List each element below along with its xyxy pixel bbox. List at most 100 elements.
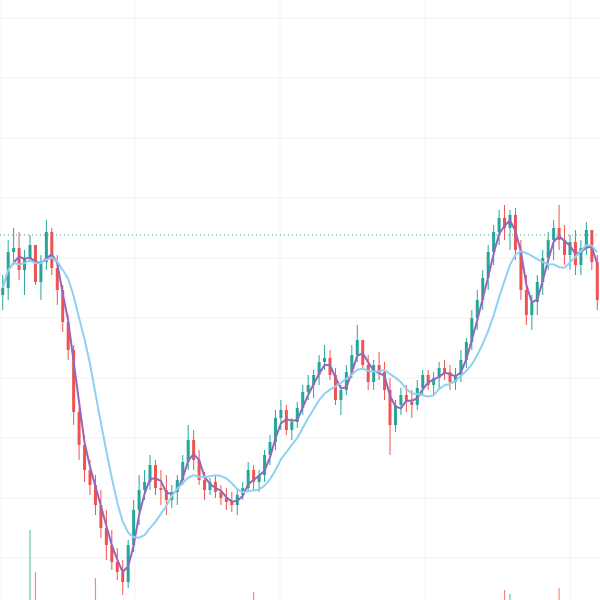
candle-body	[470, 318, 474, 342]
candle-body	[72, 350, 76, 412]
candle-body	[137, 490, 141, 510]
candle-body	[104, 528, 108, 545]
candle-body	[203, 480, 207, 490]
candle	[486, 245, 490, 290]
candle-body	[159, 488, 163, 490]
candle-body	[552, 228, 556, 240]
candle-body	[404, 395, 408, 402]
candle	[33, 245, 37, 285]
candle-body	[464, 342, 468, 360]
candle-body	[481, 278, 485, 300]
candle-body	[453, 375, 457, 382]
candle	[252, 465, 256, 490]
candle-body	[579, 248, 583, 265]
candle-body	[257, 475, 261, 482]
candle-body	[432, 378, 436, 385]
candle-body	[497, 218, 501, 232]
candle	[443, 360, 447, 380]
candle	[557, 205, 561, 250]
candle-body	[279, 410, 283, 418]
candle-body	[121, 572, 125, 582]
candle	[208, 478, 212, 495]
candle-body	[17, 248, 21, 270]
candle-body	[44, 232, 48, 262]
candle	[503, 205, 507, 240]
candle-body	[584, 230, 588, 248]
candle-body	[28, 245, 32, 258]
candle	[377, 352, 381, 380]
candle-body	[143, 482, 147, 490]
candle-body	[77, 412, 81, 445]
candle-body	[541, 258, 545, 282]
candle	[93, 475, 97, 515]
candle	[268, 435, 272, 465]
candle-body	[557, 228, 561, 240]
candle-body	[132, 510, 136, 545]
candle	[437, 362, 441, 388]
candle	[121, 560, 125, 595]
candle-body	[339, 390, 343, 400]
candle-body	[295, 408, 299, 422]
candle-body	[110, 545, 114, 562]
candle	[579, 240, 583, 275]
candle	[104, 510, 108, 560]
candle	[535, 275, 539, 315]
candle	[164, 475, 168, 515]
candle-body	[290, 422, 294, 430]
candle-body	[83, 445, 87, 470]
candle-body	[93, 485, 97, 505]
candle	[99, 490, 103, 538]
volume-bar	[503, 590, 506, 600]
candle	[595, 255, 599, 310]
candle-body	[50, 232, 54, 268]
candle-body	[39, 262, 43, 282]
candle-body	[88, 470, 92, 485]
candle	[453, 368, 457, 390]
candle	[235, 490, 239, 515]
candle-body	[208, 482, 212, 490]
candle	[257, 470, 261, 492]
candle-body	[344, 372, 348, 390]
candle-body	[492, 232, 496, 252]
candle-body	[524, 290, 528, 315]
candle	[410, 390, 414, 418]
candle-body	[153, 465, 157, 488]
moving-averages	[1, 219, 599, 573]
volume-bars	[29, 530, 560, 600]
candle	[110, 530, 114, 570]
candle	[426, 370, 430, 390]
candle-body	[175, 480, 179, 492]
candle	[44, 220, 48, 270]
candle-body	[192, 440, 196, 460]
candle-body	[55, 268, 59, 290]
candle	[464, 338, 468, 368]
candle	[197, 450, 201, 485]
candle-body	[323, 358, 327, 362]
candle-body	[263, 455, 267, 475]
candle	[1, 275, 5, 310]
candle-body	[61, 290, 65, 322]
candle-body	[486, 252, 490, 278]
candle	[383, 362, 387, 400]
candle	[552, 220, 556, 260]
candle-body	[530, 302, 534, 315]
candle-body	[475, 300, 479, 318]
candle-body	[197, 460, 201, 480]
candle	[317, 355, 321, 385]
candle	[541, 250, 545, 295]
candle-body	[306, 385, 310, 392]
candle	[568, 235, 572, 270]
candle	[481, 270, 485, 310]
candle-body	[410, 402, 414, 405]
ma-line-moving-average-fast	[1, 219, 599, 573]
volume-bar	[253, 592, 255, 600]
candle-body	[164, 490, 168, 500]
candle-body	[377, 365, 381, 372]
candle-body	[535, 282, 539, 302]
candle	[192, 430, 196, 470]
candle	[246, 462, 250, 492]
candle-body	[443, 368, 447, 372]
candle	[399, 388, 403, 415]
